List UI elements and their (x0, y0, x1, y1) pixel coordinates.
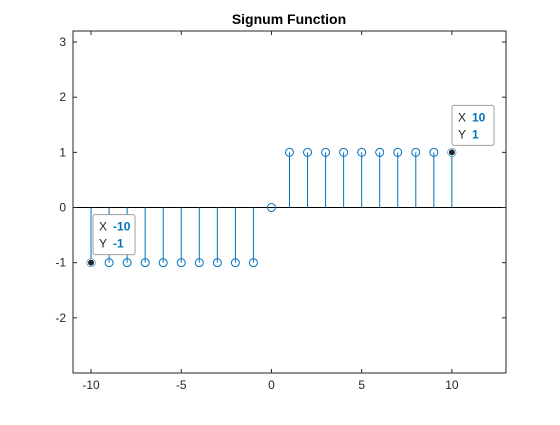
datatip-marker (87, 258, 96, 267)
stem-marker[interactable] (285, 147, 294, 157)
stem-marker[interactable] (140, 258, 150, 268)
datatip-x-label: X (458, 110, 466, 124)
datatip-box (92, 214, 136, 256)
x-tick-label: -5 (176, 378, 187, 392)
datatip-y-value: -1 (113, 237, 124, 251)
datatip-y-value: 1 (472, 127, 479, 141)
y-tick-label: 2 (59, 90, 66, 104)
stem-marker[interactable] (266, 203, 276, 213)
datatip-marker (447, 148, 456, 157)
datatip-box (451, 104, 495, 146)
axes-box (72, 30, 507, 374)
stem-marker[interactable] (429, 147, 439, 157)
datatip-y-label: Y (99, 237, 107, 251)
x-tick-label: 0 (268, 378, 275, 392)
x-tick-label: -10 (82, 378, 100, 392)
stem-marker[interactable] (212, 258, 222, 268)
stem-marker[interactable] (158, 258, 168, 268)
y-tick-label: -2 (55, 311, 66, 325)
chart-title: Signum Function (232, 11, 346, 27)
stem-marker[interactable] (321, 147, 331, 157)
stem-marker[interactable] (230, 258, 240, 268)
datatip-y-label: Y (458, 127, 466, 141)
stem-marker[interactable] (122, 258, 132, 268)
datatip[interactable]: X -10 Y -1 (87, 214, 136, 267)
stem-marker[interactable] (411, 147, 421, 157)
stem-marker[interactable] (176, 258, 186, 268)
datatip-x-value: 10 (472, 110, 486, 124)
stem-marker[interactable] (393, 147, 403, 157)
y-tick-label: 1 (59, 145, 66, 159)
stem-marker[interactable] (357, 147, 367, 157)
datatip-x-value: -10 (113, 220, 131, 234)
datatip[interactable]: X 10 Y 1 (447, 104, 495, 157)
stem-marker[interactable] (375, 147, 385, 157)
datatip-x-label: X (99, 220, 107, 234)
y-tick-label: -1 (55, 256, 66, 270)
y-tick-label: 0 (59, 201, 66, 215)
stem-marker[interactable] (248, 258, 258, 268)
y-tick-label: 3 (59, 35, 66, 49)
x-tick-label: 5 (358, 378, 365, 392)
stem-marker[interactable] (303, 147, 313, 157)
stem-marker[interactable] (194, 258, 204, 268)
x-tick-label: 10 (445, 378, 459, 392)
stem-marker[interactable] (104, 258, 114, 268)
stem-marker[interactable] (339, 147, 349, 157)
